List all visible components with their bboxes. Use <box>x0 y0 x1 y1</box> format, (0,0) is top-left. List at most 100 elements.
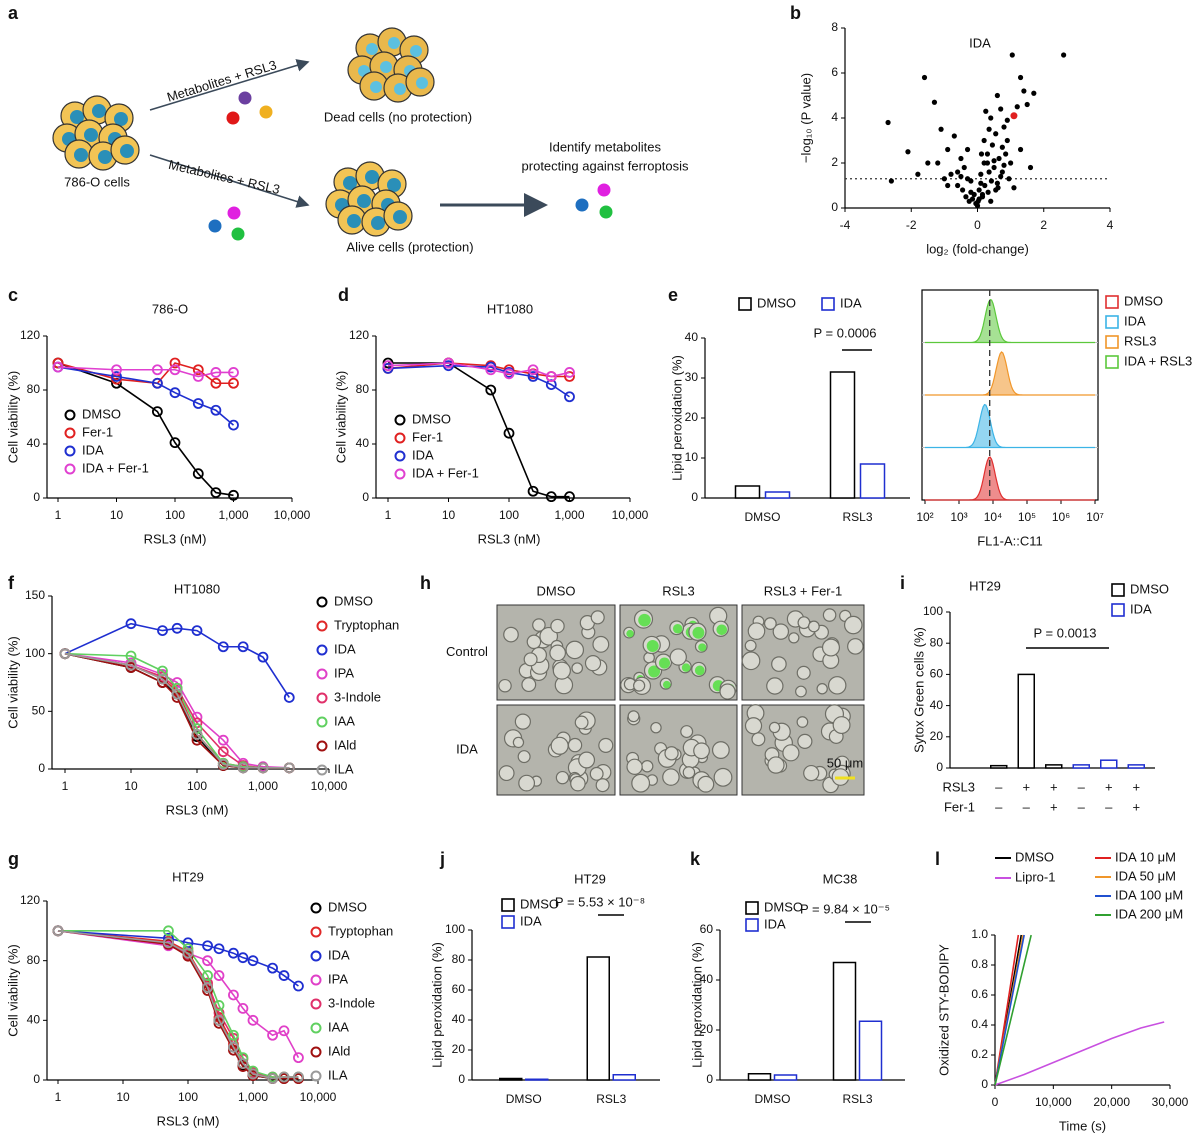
x-tick-label: 10³ <box>950 510 967 524</box>
cell-image <box>822 608 837 622</box>
nucleus <box>114 112 128 126</box>
x-tick-label: 100 <box>178 1090 198 1104</box>
point <box>527 364 539 376</box>
legend-label: IDA <box>1130 601 1152 616</box>
density-curve <box>925 298 1095 344</box>
legend-label: IDA <box>82 442 104 457</box>
cell-image <box>633 679 646 692</box>
point <box>1001 124 1007 130</box>
legend-marker <box>1105 355 1119 369</box>
series-line <box>57 930 299 1080</box>
point <box>1009 52 1015 58</box>
fluorescent-cell <box>692 626 705 639</box>
point <box>976 187 982 193</box>
point <box>202 955 213 967</box>
y-tick-label: 100 <box>445 922 465 936</box>
legend-marker <box>64 463 76 475</box>
point <box>228 1029 239 1041</box>
nucleus <box>74 148 88 162</box>
legend-label: 3-Indole <box>334 689 381 704</box>
bar <box>525 1078 549 1081</box>
bar <box>1072 764 1090 769</box>
nucleus <box>347 214 361 228</box>
cell-image <box>796 665 811 680</box>
y-tick-label: 80 <box>930 635 944 649</box>
y-tick-label: 40 <box>27 1013 41 1027</box>
point <box>213 970 225 981</box>
cell-image <box>627 710 640 723</box>
legend-label: 3-Indole <box>328 995 375 1010</box>
x-tick-label: 10⁶ <box>1052 510 1070 524</box>
y-tick-label: 8 <box>831 20 838 34</box>
point <box>217 734 229 746</box>
point <box>111 364 122 376</box>
x-tick-label: 30,000 <box>1152 1095 1189 1109</box>
x-axis-label: RSL3 (nM) <box>144 531 207 546</box>
chart-title: 786-O <box>152 301 188 316</box>
y-tick-label: 20 <box>700 1022 714 1036</box>
point <box>998 173 1004 180</box>
fluorescent-cell <box>694 665 705 676</box>
point <box>1017 74 1024 81</box>
point <box>1017 146 1024 153</box>
cell-image <box>598 737 614 753</box>
x-tick-label: 1 <box>385 508 392 522</box>
legend-marker <box>310 950 322 962</box>
point <box>267 1073 278 1084</box>
nucleus <box>394 83 406 95</box>
y-tick-label: 40 <box>930 698 944 712</box>
condition-label: RSL3 <box>942 779 975 794</box>
point <box>210 404 222 416</box>
bar <box>734 485 761 499</box>
fluorescent-cell <box>716 624 728 636</box>
x-tick-label: 10,000 <box>274 508 311 522</box>
legend-label: IDA <box>334 641 356 656</box>
point <box>228 367 239 378</box>
point <box>278 1071 290 1083</box>
column-label: RSL3 <box>662 583 695 598</box>
scale-bar-label: 50 μm <box>827 755 863 770</box>
y-tick-label: 150 <box>25 588 45 602</box>
point <box>1027 164 1034 171</box>
point <box>237 1058 249 1069</box>
legend-label: IPA <box>328 971 348 986</box>
point <box>564 367 575 378</box>
series-line <box>64 652 290 769</box>
legend-label: IDA 100 μM <box>1115 887 1183 902</box>
cell-image <box>549 644 567 662</box>
fluorescent-cell <box>638 613 651 627</box>
y-tick-label: 60 <box>452 982 466 996</box>
y-tick-label: 0 <box>936 760 943 774</box>
point <box>503 368 515 380</box>
y-axis-label: Cell viability (%) <box>5 944 20 1036</box>
cell-image <box>763 617 777 630</box>
point <box>278 970 290 981</box>
bar <box>773 1074 798 1081</box>
nucleus <box>387 178 401 192</box>
point <box>974 203 981 209</box>
point <box>989 142 996 148</box>
bar <box>1100 759 1118 769</box>
point <box>163 925 174 937</box>
cell-image <box>539 626 559 646</box>
legend-marker <box>821 297 835 311</box>
point <box>998 106 1004 112</box>
bar <box>829 371 856 499</box>
point <box>925 160 931 166</box>
point <box>283 762 295 774</box>
cell-image <box>768 721 781 734</box>
diagram-label: Metabolites + RSL3 <box>165 57 278 105</box>
cell-image <box>662 768 680 786</box>
x-tick-label: RSL3 <box>842 510 872 524</box>
legend-marker <box>1111 603 1125 617</box>
point <box>267 962 278 974</box>
metabolite <box>226 111 240 125</box>
bar <box>612 1074 636 1081</box>
y-tick-label: 80 <box>27 953 41 967</box>
legend-label: DMSO <box>520 896 559 911</box>
chart-title: HT29 <box>172 869 204 884</box>
cell-image <box>532 618 546 632</box>
panel-label: e <box>668 285 678 305</box>
point <box>210 377 222 389</box>
